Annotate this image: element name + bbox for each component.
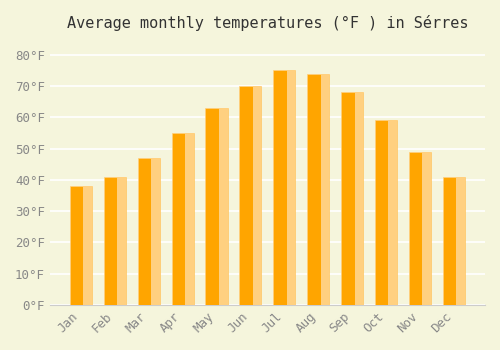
Bar (104, 177, 126, 305)
Bar (308, 74, 330, 305)
Bar (409, 152, 432, 305)
Bar (320, 74, 330, 305)
Title: Average monthly temperatures (°F ) in Sérres: Average monthly temperatures (°F ) in Sé… (66, 15, 468, 31)
Bar (354, 92, 364, 305)
Bar (456, 177, 465, 305)
Bar (151, 158, 160, 305)
Bar (172, 133, 194, 305)
Bar (138, 158, 160, 305)
Bar (184, 133, 194, 305)
Bar (240, 86, 262, 305)
Bar (443, 177, 465, 305)
Bar (286, 70, 296, 305)
Bar (375, 120, 398, 305)
Bar (388, 120, 398, 305)
Bar (342, 92, 363, 305)
Bar (70, 186, 92, 305)
Bar (252, 86, 262, 305)
Bar (274, 70, 295, 305)
Bar (83, 186, 92, 305)
Bar (218, 108, 228, 305)
Bar (117, 177, 126, 305)
Bar (206, 108, 228, 305)
Bar (422, 152, 432, 305)
